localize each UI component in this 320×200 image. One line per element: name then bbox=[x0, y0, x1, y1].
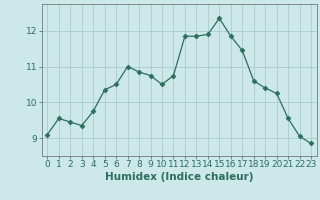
X-axis label: Humidex (Indice chaleur): Humidex (Indice chaleur) bbox=[105, 172, 253, 182]
